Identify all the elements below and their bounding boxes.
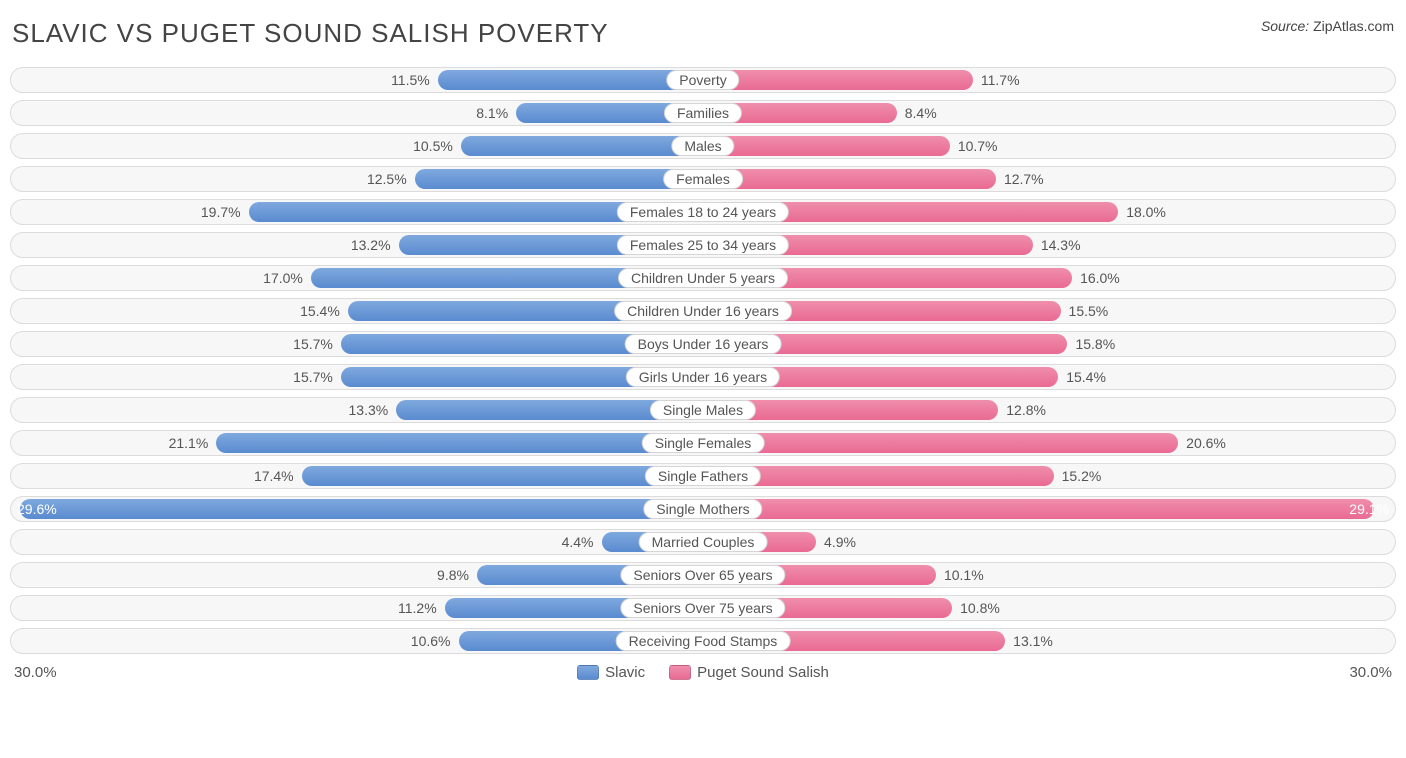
legend-swatch-right [669, 665, 691, 680]
bar-left [20, 499, 703, 519]
value-left: 9.8% [437, 567, 469, 583]
value-left: 8.1% [476, 105, 508, 121]
value-left: 17.4% [254, 468, 294, 484]
chart-header: SLAVIC VS PUGET SOUND SALISH POVERTY Sou… [8, 18, 1398, 67]
chart-footer: 30.0% Slavic Puget Sound Salish 30.0% [8, 654, 1398, 681]
value-left: 15.7% [293, 336, 333, 352]
chart-row: 10.5% 10.7% Males [10, 133, 1396, 159]
value-left: 10.5% [413, 138, 453, 154]
axis-max-right: 30.0% [1349, 664, 1392, 681]
category-label: Single Fathers [645, 466, 761, 486]
category-label: Females 18 to 24 years [617, 202, 789, 222]
legend-item-left: Slavic [577, 664, 645, 681]
bar-left [438, 70, 703, 90]
category-label: Children Under 16 years [614, 301, 792, 321]
value-left: 29.6% [17, 501, 57, 517]
source-label: Source: [1261, 18, 1309, 34]
chart-row: 12.5% 12.7% Females [10, 166, 1396, 192]
legend-item-right: Puget Sound Salish [669, 664, 829, 681]
value-right: 16.0% [1080, 270, 1120, 286]
value-left: 13.2% [351, 237, 391, 253]
value-left: 17.0% [263, 270, 303, 286]
value-right: 20.6% [1186, 435, 1226, 451]
value-right: 12.7% [1004, 171, 1044, 187]
category-label: Families [664, 103, 742, 123]
value-right: 29.1% [1349, 501, 1389, 517]
category-label: Poverty [666, 70, 739, 90]
axis-max-left: 30.0% [14, 664, 57, 681]
category-label: Females 25 to 34 years [617, 235, 789, 255]
chart-row: 17.0% 16.0% Children Under 5 years [10, 265, 1396, 291]
value-right: 10.1% [944, 567, 984, 583]
value-left: 15.4% [300, 303, 340, 319]
legend: Slavic Puget Sound Salish [577, 664, 829, 681]
legend-label-right: Puget Sound Salish [697, 664, 829, 681]
chart-row: 19.7% 18.0% Females 18 to 24 years [10, 199, 1396, 225]
value-right: 15.8% [1075, 336, 1115, 352]
value-right: 15.2% [1062, 468, 1102, 484]
value-left: 11.2% [398, 600, 437, 616]
legend-swatch-left [577, 665, 599, 680]
category-label: Seniors Over 75 years [620, 598, 785, 618]
chart-row: 15.7% 15.8% Boys Under 16 years [10, 331, 1396, 357]
chart-row: 4.4% 4.9% Married Couples [10, 529, 1396, 555]
value-right: 8.4% [905, 105, 937, 121]
chart-row: 13.2% 14.3% Females 25 to 34 years [10, 232, 1396, 258]
value-right: 18.0% [1126, 204, 1166, 220]
diverging-bar-chart: 11.5%11.7%Poverty8.1%8.4%Families10.5%10… [8, 67, 1398, 654]
category-label: Married Couples [639, 532, 768, 552]
value-right: 12.8% [1006, 402, 1046, 418]
bar-right [703, 136, 950, 156]
chart-title: SLAVIC VS PUGET SOUND SALISH POVERTY [12, 18, 609, 49]
value-left: 10.6% [411, 633, 451, 649]
value-right: 4.9% [824, 534, 856, 550]
value-right: 10.7% [958, 138, 998, 154]
category-label: Single Females [642, 433, 765, 453]
category-label: Single Mothers [643, 499, 762, 519]
bar-right [703, 433, 1178, 453]
value-left: 4.4% [562, 534, 594, 550]
bar-left [216, 433, 703, 453]
legend-label-left: Slavic [605, 664, 645, 681]
chart-row: 13.3% 12.8% Single Males [10, 397, 1396, 423]
value-left: 19.7% [201, 204, 241, 220]
value-right: 15.4% [1066, 369, 1106, 385]
source-value: ZipAtlas.com [1313, 18, 1394, 34]
bar-right [703, 499, 1374, 519]
chart-row: 17.4% 15.2% Single Fathers [10, 463, 1396, 489]
category-label: Single Males [650, 400, 756, 420]
value-right: 10.8% [960, 600, 1000, 616]
chart-row: 11.2% 10.8% Seniors Over 75 years [10, 595, 1396, 621]
category-label: Children Under 5 years [618, 268, 788, 288]
category-label: Seniors Over 65 years [620, 565, 785, 585]
category-label: Boys Under 16 years [625, 334, 782, 354]
value-right: 15.5% [1069, 303, 1109, 319]
value-left: 11.5% [391, 72, 430, 88]
bar-right [703, 70, 973, 90]
chart-row: 15.4% 15.5% Children Under 16 years [10, 298, 1396, 324]
chart-row: 21.1% 20.6% Single Females [10, 430, 1396, 456]
category-label: Girls Under 16 years [626, 367, 780, 387]
category-label: Receiving Food Stamps [616, 631, 791, 651]
source-attribution: Source: ZipAtlas.com [1261, 18, 1394, 34]
category-label: Males [671, 136, 734, 156]
bar-right [703, 169, 996, 189]
value-left: 15.7% [293, 369, 333, 385]
chart-row: 10.6% 13.1% Receiving Food Stamps [10, 628, 1396, 654]
value-left: 21.1% [169, 435, 209, 451]
value-left: 12.5% [367, 171, 407, 187]
bar-left [461, 136, 703, 156]
value-right: 13.1% [1013, 633, 1053, 649]
chart-row: 8.1% 8.4% Families [10, 100, 1396, 126]
category-label: Females [663, 169, 743, 189]
chart-row: 9.8% 10.1% Seniors Over 65 years [10, 562, 1396, 588]
chart-row: 15.7% 15.4% Girls Under 16 years [10, 364, 1396, 390]
bar-left [302, 466, 703, 486]
chart-row: 29.6% 29.1% Single Mothers [10, 496, 1396, 522]
chart-row: 11.5% 11.7% Poverty [10, 67, 1396, 93]
value-right: 14.3% [1041, 237, 1081, 253]
value-right: 11.7% [981, 72, 1020, 88]
bar-left [415, 169, 703, 189]
value-left: 13.3% [349, 402, 389, 418]
